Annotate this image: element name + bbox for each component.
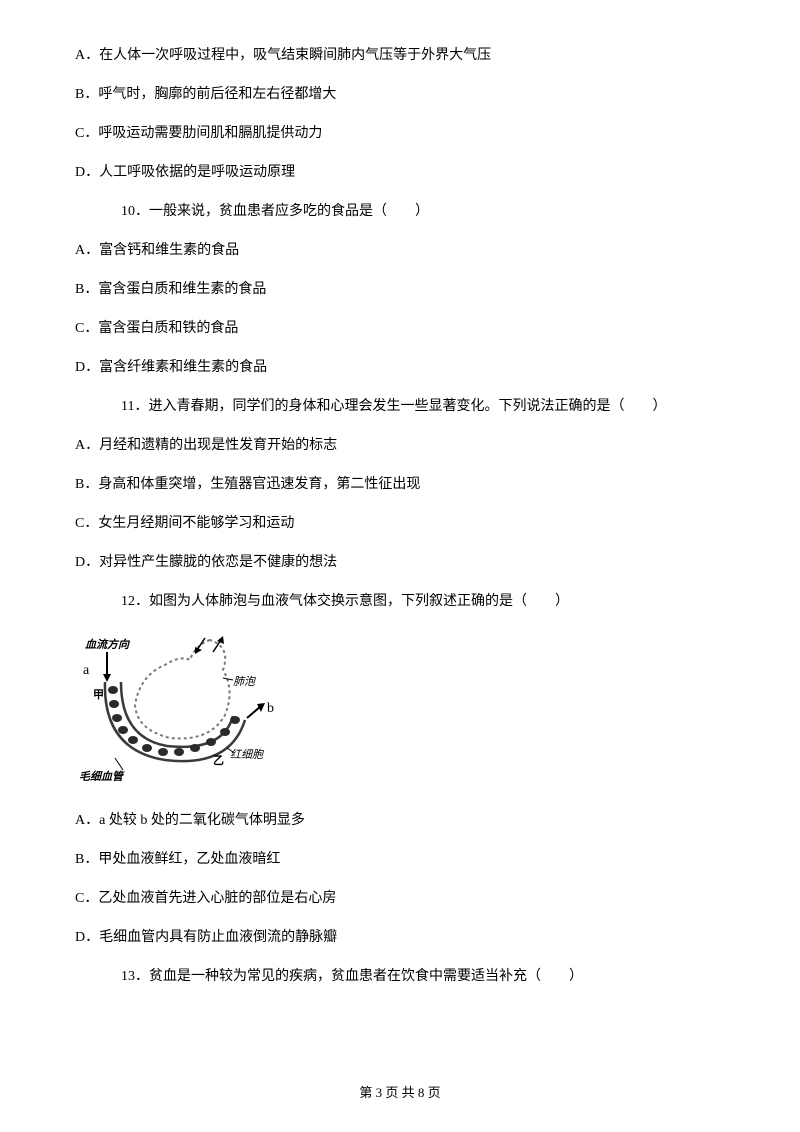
q10-option-c: C．富含蛋白质和铁的食品: [75, 318, 725, 339]
q10-option-d: D．富含纤维素和维生素的食品: [75, 357, 725, 378]
rbc-5: [128, 736, 138, 744]
capillary-pointer: [115, 758, 123, 770]
q11-option-b: B．身高和体重突增，生殖器官迅速发育，第二性征出现: [75, 474, 725, 495]
q12-option-d: D．毛细血管内具有防止血液倒流的静脉瓣: [75, 927, 725, 948]
q12-option-c: C．乙处血液首先进入心脏的部位是右心房: [75, 888, 725, 909]
rbc-12: [230, 716, 240, 724]
q12-stem: 12．如图为人体肺泡与血液气体交换示意图，下列叙述正确的是（ ）: [75, 591, 725, 612]
capillary-inner: [121, 682, 233, 747]
q11-option-d: D．对异性产生朦胧的依恋是不健康的想法: [75, 552, 725, 573]
label-a: a: [83, 663, 90, 678]
rbc-2: [109, 700, 119, 708]
alveolus-diagram: 血流方向 a 甲 肺泡 b: [75, 630, 725, 792]
q9-option-b: B．呼气时，胸廓的前后径和左右径都增大: [75, 84, 725, 105]
page-footer: 第 3 页 共 8 页: [0, 1083, 800, 1103]
q9-option-a: A．在人体一次呼吸过程中，吸气结束瞬间肺内气压等于外界大气压: [75, 45, 725, 66]
gas-arrow-1: [197, 638, 205, 650]
label-jia: 甲: [93, 688, 104, 701]
alveolus-outline: [135, 640, 230, 739]
rbc-1: [108, 686, 118, 694]
q10-option-a: A．富含钙和维生素的食品: [75, 240, 725, 261]
q9-option-c: C．呼吸运动需要肋间肌和膈肌提供动力: [75, 123, 725, 144]
rbc-9: [190, 744, 200, 752]
capillary-outer: [105, 682, 245, 761]
q12-option-b: B．甲处血液鲜红，乙处血液暗红: [75, 849, 725, 870]
q10-option-b: B．富含蛋白质和维生素的食品: [75, 279, 725, 300]
diagram-svg: 血流方向 a 甲 肺泡 b: [75, 630, 295, 785]
q11-option-a: A．月经和遗精的出现是性发育开始的标志: [75, 435, 725, 456]
rbc-11: [220, 728, 230, 736]
rbc-6: [142, 744, 152, 752]
label-alveolus: 肺泡: [233, 675, 257, 688]
label-yi: 乙: [213, 754, 224, 767]
rbc-7: [158, 748, 168, 756]
label-b: b: [267, 701, 274, 716]
q11-option-c: C．女生月经期间不能够学习和运动: [75, 513, 725, 534]
q10-stem: 10．一般来说，贫血患者应多吃的食品是（ ）: [75, 201, 725, 222]
rbc-3: [112, 714, 122, 722]
q11-stem: 11．进入青春期，同学们的身体和心理会发生一些显著变化。下列说法正确的是（ ）: [75, 396, 725, 417]
label-rbc: 红细胞: [230, 748, 265, 761]
rbc-10: [206, 738, 216, 746]
rbc-4: [118, 726, 128, 734]
arrow-left-head: [103, 674, 111, 682]
q13-stem: 13．贫血是一种较为常见的疾病，贫血患者在饮食中需要适当补充（ ）: [75, 966, 725, 987]
q12-option-a: A．a 处较 b 处的二氧化碳气体明显多: [75, 810, 725, 831]
gas-arrow-2-head: [217, 636, 224, 644]
label-bloodflow: 血流方向: [85, 638, 131, 651]
q9-option-d: D．人工呼吸依据的是呼吸运动原理: [75, 162, 725, 183]
rbc-8: [174, 748, 184, 756]
label-capillary: 毛细血管: [79, 770, 125, 783]
